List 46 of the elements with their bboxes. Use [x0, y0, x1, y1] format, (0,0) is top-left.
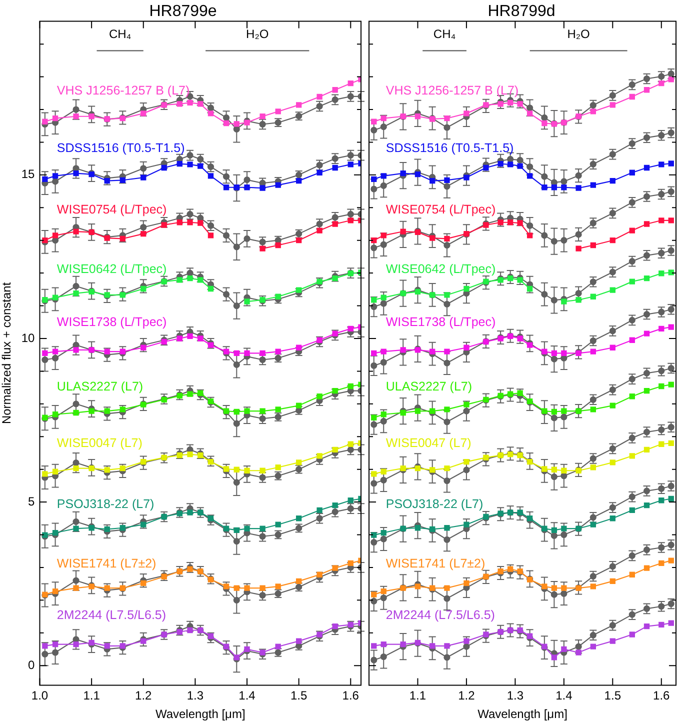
x-axis-title: Wavelength [μm] — [478, 707, 568, 722]
x-tick-label: 1.2 — [135, 688, 152, 703]
series-label: ULAS2227 (L7) — [386, 380, 472, 394]
series-label: WISE1738 (L/Tpec) — [56, 315, 167, 330]
x-tick-label: 1.6 — [342, 688, 360, 703]
x-tick-label: 1.5 — [290, 688, 308, 703]
x-tick-label: 1.5 — [604, 688, 622, 703]
y-tick-label: 15 — [21, 167, 36, 182]
x-tick-label: 1.0 — [31, 688, 48, 703]
x-tick-label: 1.6 — [653, 688, 670, 703]
series-label: WISE0754 (L/Tpec) — [56, 202, 167, 216]
series-label: SDSS1516 (T0.5-T1.5) — [386, 141, 514, 156]
annotation: H₂O — [567, 26, 590, 41]
series-label: PSOJ318-22 (L7) — [386, 497, 484, 512]
annotation: CH₄ — [108, 26, 132, 41]
series-label: WISE1741 (L7±2) — [56, 556, 156, 571]
series-label: SDSS1516 (T0.5-T1.5) — [56, 141, 185, 156]
x-tick-label: 1.3 — [506, 688, 524, 703]
x-tick-label: 1.4 — [238, 688, 256, 703]
series-label: WISE0754 (L/Tpec) — [386, 202, 496, 216]
x-tick-label: 1.1 — [83, 688, 100, 703]
series-label: WISE1741 (L7±2) — [386, 556, 486, 571]
x-axis-title: Wavelength [μm] — [155, 707, 246, 722]
series-label: WISE1738 (L/Tpec) — [386, 315, 496, 330]
x-tick-label: 1.3 — [186, 688, 204, 703]
series-label: WISE0642 (L/Tpec) — [56, 262, 167, 276]
series-label: WISE0047 (L7) — [56, 436, 142, 450]
y-tick-label: 5 — [28, 494, 36, 508]
series-label: PSOJ318-22 (L7) — [56, 497, 154, 512]
series-label: 2M2244 (L7.5/L6.5) — [56, 608, 166, 622]
series-label: ULAS2227 (L7) — [56, 380, 144, 394]
annotation: CH₄ — [433, 26, 456, 41]
x-tick-label: 1.4 — [556, 688, 573, 703]
y-axis-title: Normalized flux + constant — [0, 282, 14, 424]
y-tick-label: 10 — [21, 330, 36, 345]
y-tick-label: 0 — [28, 658, 36, 672]
series-label: VHS J1256-1257 B (L7) — [386, 84, 519, 98]
chart-title: HR8799d — [488, 3, 556, 20]
chart-title: HR8799e — [149, 3, 217, 20]
x-tick-label: 1.2 — [458, 688, 476, 703]
x-tick-label: 1.1 — [409, 688, 426, 703]
series-label: WISE0047 (L7) — [386, 436, 472, 450]
series-label: VHS J1256-1257 B (L7) — [56, 84, 190, 98]
series-label: 2M2244 (L7.5/L6.5) — [386, 608, 495, 622]
series-label: WISE0642 (L/Tpec) — [386, 262, 496, 276]
annotation: H₂O — [246, 26, 269, 41]
